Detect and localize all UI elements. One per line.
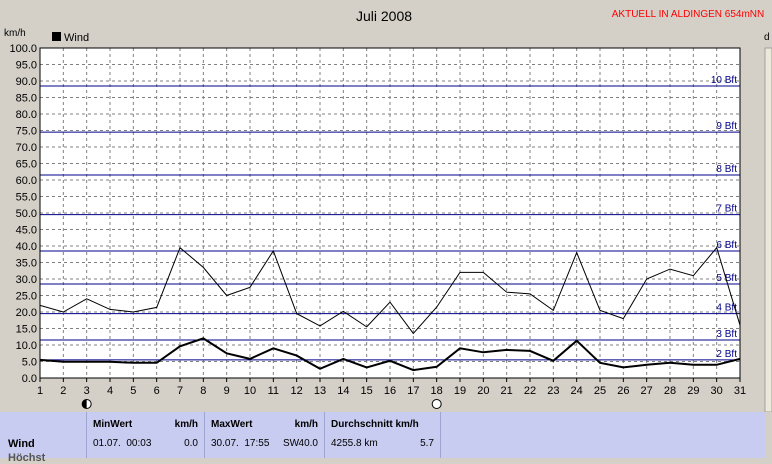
x-tick-label: 11 (268, 385, 279, 397)
legend-swatch-wind (52, 32, 61, 41)
avg-distance: 4255.8 km (331, 438, 378, 449)
x-tick-label: 16 (384, 385, 396, 397)
x-tick-label: 24 (571, 385, 583, 397)
y-tick-label: 85.0 (16, 93, 37, 105)
series-line-wind (39, 337, 741, 372)
bft-label: 10 Bft (711, 75, 737, 86)
right-axis-unit: d (764, 32, 770, 43)
x-tick-label: 2 (60, 385, 66, 397)
stats-row-label: Wind (8, 438, 35, 450)
stats-avg-cell: Durchschnitt km/h 4255.8 km 5.7 (325, 412, 441, 458)
x-tick-label: 13 (314, 385, 326, 397)
chart-title: Juli 2008 (356, 8, 412, 24)
x-tick-label: 29 (687, 385, 699, 397)
x-tick-label: 25 (594, 385, 606, 397)
y-tick-label: 65.0 (16, 159, 37, 171)
x-tick-label: 5 (130, 385, 136, 397)
avg-value: 5.7 (420, 438, 434, 449)
x-tick-label: 8 (200, 385, 206, 397)
x-tick-label: 9 (224, 385, 230, 397)
wind-chart: Juli 2008 AKTUELL IN ALDINGEN 654mNN km/… (4, 8, 772, 412)
y-tick-label: 75.0 (16, 126, 37, 138)
x-tick-label: 3 (84, 385, 90, 397)
bft-label: 5 Bft (716, 273, 737, 284)
x-tick-label: 23 (547, 385, 559, 397)
x-tick-label: 15 (361, 385, 373, 397)
max-value: 40.0 (298, 438, 318, 449)
new-moon-shade (82, 399, 87, 409)
y-tick-label: 20.0 (16, 307, 37, 319)
y-tick-label: 100.0 (9, 43, 37, 55)
x-tick-label: 22 (524, 385, 536, 397)
stats-empty-cell (441, 412, 765, 458)
stats-panel: Wind Höchst MinWert km/h 01.07. 00:03 0.… (0, 412, 772, 464)
stats-label-cell: Wind Höchst (0, 412, 87, 464)
y-axis-unit: km/h (4, 28, 26, 39)
x-tick-label: 10 (244, 385, 256, 397)
grid (39, 47, 741, 379)
y-tick-label: 15.0 (16, 324, 37, 336)
max-datetime: 30.07. 17:55 (211, 438, 270, 449)
y-tick-labels: 0.0 5.0 10.0 15.0 20.0 25.0 30.0 35.0 40.0 45.0 50… (9, 43, 37, 385)
stats-row-label-2: Höchst (8, 452, 46, 464)
bft-label: 7 Bft (716, 204, 737, 215)
stats-max-cell: MaxWert km/h 30.07. 17:55 SW 40.0 (205, 412, 325, 458)
y-tick-label: 80.0 (16, 109, 37, 121)
min-datetime: 01.07. 00:03 (93, 438, 152, 449)
right-scrollbar[interactable] (764, 47, 772, 412)
bft-label: 6 Bft (716, 240, 737, 251)
bft-label: 8 Bft (716, 164, 737, 175)
x-tick-label: 27 (641, 385, 653, 397)
full-moon-icon (431, 399, 442, 409)
min-header: MinWert (93, 419, 133, 430)
y-tick-label: 60.0 (16, 175, 37, 187)
y-tick-label: 50.0 (16, 208, 37, 220)
stats-min-cell: MinWert km/h 01.07. 00:03 0.0 (87, 412, 205, 458)
x-tick-label: 20 (477, 385, 489, 397)
bft-label: 3 Bft (716, 329, 737, 340)
x-tick-label: 21 (501, 385, 513, 397)
max-unit: km/h (294, 419, 318, 430)
x-tick-label: 12 (291, 385, 303, 397)
bft-label: 4 Bft (716, 303, 737, 314)
y-tick-label: 90.0 (16, 76, 37, 88)
series-line-gust (39, 246, 741, 335)
x-tick-label: 14 (337, 385, 349, 397)
legend-entry-wind: Wind (64, 32, 89, 44)
y-tick-label: 95.0 (16, 60, 37, 72)
avg-header: Durchschnitt km/h (331, 419, 419, 430)
x-tick-label: 18 (431, 385, 443, 397)
y-tick-label: 5.0 (22, 357, 37, 369)
max-header: MaxWert (211, 419, 253, 430)
y-tick-label: 45.0 (16, 225, 37, 237)
x-tick-label: 19 (454, 385, 466, 397)
x-tick-label: 28 (664, 385, 676, 397)
y-tick-label: 40.0 (16, 241, 37, 253)
y-tick-label: 70.0 (16, 142, 37, 154)
bft-label: 2 Bft (716, 349, 737, 360)
x-tick-label: 1 (37, 385, 43, 397)
min-value: 0.0 (184, 438, 198, 449)
x-tick-label: 31 (734, 385, 746, 397)
y-tick-label: 25.0 (16, 291, 37, 303)
y-tick-label: 0.0 (22, 373, 37, 385)
x-tick-label: 6 (154, 385, 160, 397)
max-direction: SW (283, 438, 300, 449)
station-label: AKTUELL IN ALDINGEN 654mNN (612, 9, 764, 20)
x-tick-labels: 1 2 3 4 5 6 7 8 9 10 11 12 13 14 15 16 17 18 19 20 21 22 23 24 2… (37, 378, 746, 397)
x-tick-label: 7 (177, 385, 183, 397)
y-tick-label: 10.0 (16, 340, 37, 352)
x-tick-label: 4 (107, 385, 113, 397)
y-tick-label: 55.0 (16, 192, 37, 204)
x-tick-label: 17 (407, 385, 419, 397)
moon-markers (81, 399, 442, 409)
bft-label: 9 Bft (716, 121, 737, 132)
y-tick-label: 30.0 (16, 274, 37, 286)
x-tick-label: 26 (617, 385, 629, 397)
min-unit: km/h (174, 419, 198, 430)
y-tick-label: 35.0 (16, 258, 37, 270)
series-lines (39, 246, 741, 372)
x-tick-label: 30 (711, 385, 723, 397)
